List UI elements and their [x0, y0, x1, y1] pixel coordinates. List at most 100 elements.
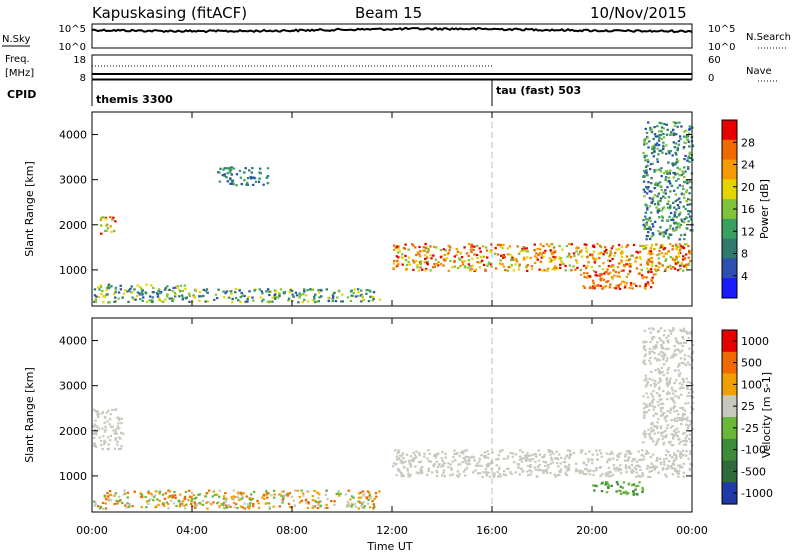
heatmap-cell	[397, 458, 400, 461]
heatmap-cell	[649, 168, 652, 171]
heatmap-cell	[403, 465, 406, 469]
heatmap-cell	[126, 502, 129, 505]
heatmap-cell	[604, 285, 608, 288]
heatmap-cell	[655, 459, 659, 462]
heatmap-cell	[664, 170, 668, 173]
heatmap-cell	[653, 248, 656, 251]
heatmap-cell	[214, 293, 218, 296]
heatmap-cell	[216, 502, 219, 505]
heatmap-cell	[655, 206, 658, 209]
heatmap-cell	[685, 330, 688, 333]
heatmap-cell	[529, 463, 532, 467]
heatmap-cell	[669, 169, 672, 172]
heatmap-cell	[644, 385, 648, 388]
heatmap-cell	[439, 256, 443, 259]
heatmap-cell	[345, 505, 349, 508]
heatmap-cell	[113, 229, 116, 233]
heatmap-cell	[401, 452, 405, 455]
heatmap-cell	[537, 465, 540, 468]
heatmap-cell	[643, 156, 646, 159]
heatmap-cell	[484, 246, 488, 249]
heatmap-cell	[457, 475, 460, 478]
heatmap-cell	[224, 499, 228, 502]
heatmap-cell	[316, 491, 319, 494]
heatmap-cell	[654, 412, 657, 415]
heatmap-cell	[164, 298, 167, 301]
heatmap-cell	[357, 500, 360, 503]
heatmap-cell	[402, 247, 406, 250]
heatmap-cell	[655, 264, 658, 267]
heatmap-cell	[679, 211, 682, 214]
heatmap-cell	[673, 419, 676, 422]
heatmap-cell	[267, 502, 271, 505]
heatmap-cell	[650, 182, 653, 185]
heatmap-cell	[94, 419, 97, 422]
heatmap-cell	[656, 147, 659, 150]
heatmap-cell	[286, 492, 289, 495]
heatmap-cell	[662, 147, 665, 151]
heatmap-cell	[266, 288, 270, 291]
heatmap-cell	[627, 273, 630, 276]
heatmap-cell	[575, 250, 578, 253]
colorbar-swatch	[722, 330, 737, 353]
heatmap-cell	[585, 249, 588, 252]
heatmap-cell	[659, 407, 663, 410]
heatmap-cell	[106, 491, 109, 495]
heatmap-cell	[261, 292, 264, 295]
heatmap-cell	[687, 355, 690, 358]
heatmap-cell	[560, 260, 563, 263]
heatmap-cell	[662, 458, 666, 461]
heatmap-cell	[304, 501, 308, 504]
heatmap-cell	[540, 253, 543, 256]
heatmap-cell	[649, 341, 652, 344]
heatmap-cell	[232, 498, 235, 501]
heatmap-cell	[299, 293, 302, 296]
heatmap-cell	[493, 472, 496, 475]
heatmap-cell	[657, 182, 660, 185]
heatmap-cell	[102, 295, 106, 298]
heatmap-cell	[646, 382, 649, 385]
heatmap-cell	[537, 469, 540, 472]
heatmap-cell	[147, 503, 150, 506]
heatmap-cell	[423, 455, 426, 458]
heatmap-cell	[681, 258, 685, 261]
heatmap-cell	[227, 296, 231, 299]
heatmap-cell	[317, 501, 320, 504]
heatmap-cell	[464, 461, 468, 464]
heatmap-cell	[541, 456, 544, 459]
heatmap-cell	[435, 454, 438, 457]
heatmap-cell	[461, 450, 464, 453]
heatmap-cell	[294, 291, 298, 294]
heatmap-cell	[453, 449, 456, 452]
heatmap-cell	[673, 211, 677, 214]
heatmap-cell	[476, 256, 479, 259]
heatmap-cell	[599, 279, 602, 282]
heatmap-cell	[578, 471, 581, 475]
heatmap-cell	[649, 475, 652, 478]
heatmap-cell	[683, 341, 686, 344]
heatmap-cell	[683, 257, 687, 261]
heatmap-cell	[678, 442, 681, 445]
heatmap-cell	[648, 327, 651, 330]
colorbar-tick-label: -1000	[741, 487, 773, 500]
heatmap-cell	[671, 154, 674, 157]
heatmap-cell	[660, 434, 663, 437]
heatmap-cell	[131, 291, 134, 294]
heatmap-cell	[650, 211, 653, 214]
heatmap-cell	[550, 260, 553, 263]
heatmap-cell	[463, 449, 467, 452]
heatmap-cell	[102, 216, 105, 219]
heatmap-cell	[683, 354, 687, 357]
heatmap-cell	[662, 374, 665, 377]
heatmap-cell	[100, 443, 103, 447]
heatmap-cell	[306, 289, 309, 292]
heatmap-cell	[575, 246, 579, 249]
heatmap-cell	[657, 192, 660, 195]
heatmap-cell	[661, 437, 664, 440]
heatmap-cell	[330, 500, 333, 503]
heatmap-cell	[179, 503, 182, 506]
heatmap-cell	[683, 166, 686, 169]
heatmap-cell	[664, 269, 667, 272]
heatmap-cell	[572, 252, 576, 255]
heatmap-cell	[213, 298, 216, 301]
